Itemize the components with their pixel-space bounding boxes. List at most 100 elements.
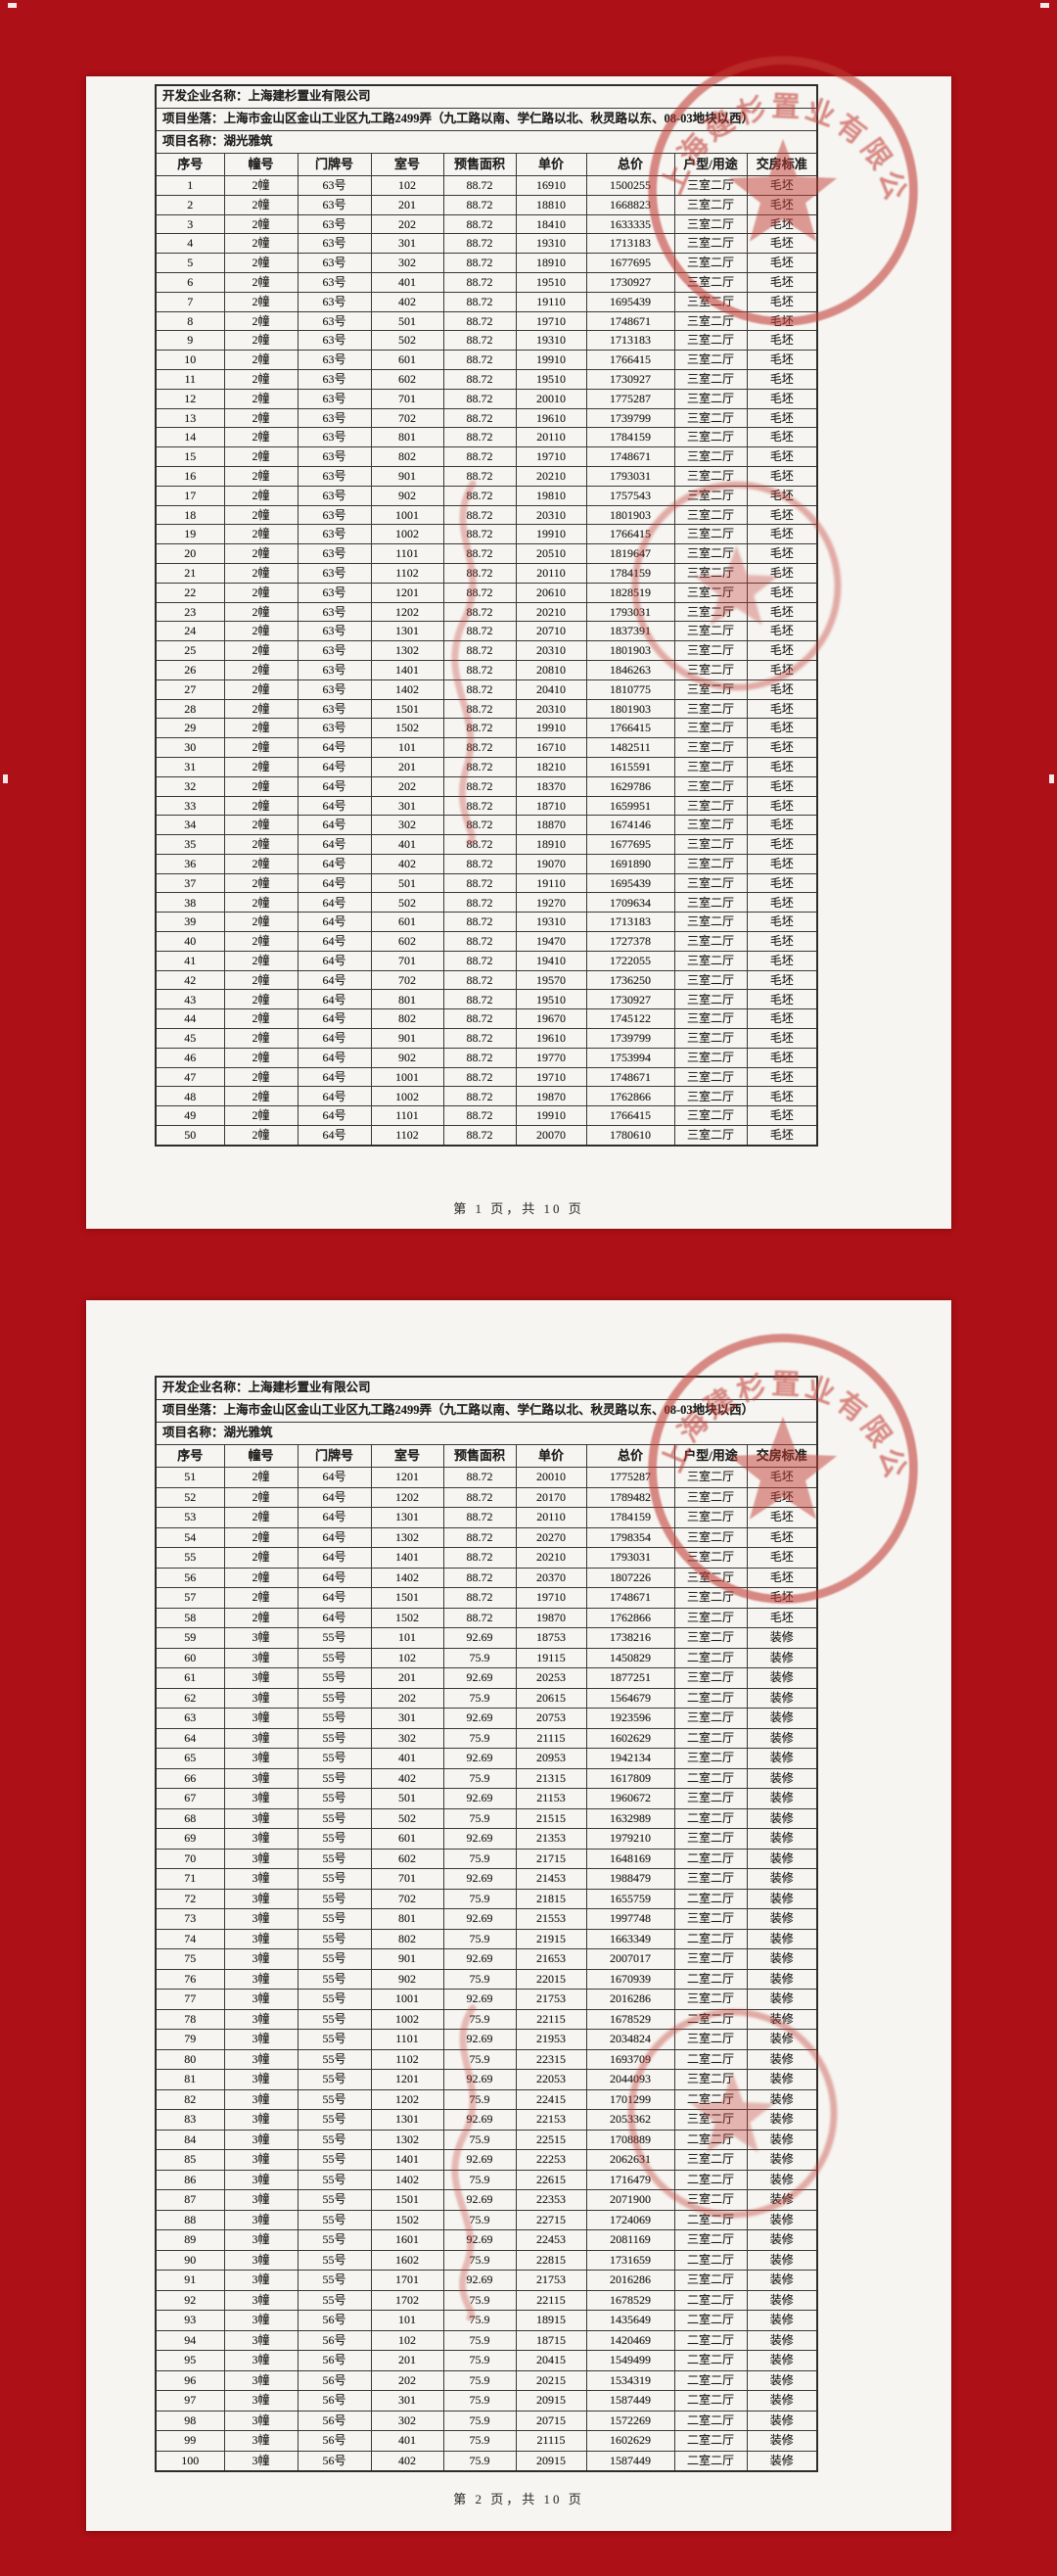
- cell-index: 62: [155, 1687, 225, 1709]
- cell-area: 75.9: [442, 2350, 517, 2371]
- cell-index: 42: [155, 969, 225, 991]
- cell-delivery-standard: 装修: [746, 1627, 818, 1649]
- cell-door-no: 64号: [297, 1105, 372, 1127]
- cell-unit-price: 21115: [515, 2430, 587, 2452]
- cell-door-no: 55号: [297, 1828, 372, 1850]
- col-header-delivery-standard: 交房标准: [746, 153, 818, 176]
- table-body: 1 2幢 63号 102 88.72 16910 1500255 三室二厅 毛坯 2 2幢 63号 20…: [155, 175, 818, 1147]
- cell-index: 76: [155, 1968, 225, 1990]
- cell-index: 80: [155, 2048, 225, 2070]
- cell-unit-type: 三室二厅: [673, 582, 748, 603]
- cell-total-price: 1997748: [585, 1908, 675, 1930]
- cell-room: 602: [370, 1848, 444, 1869]
- cell-building: 2幢: [223, 1607, 299, 1628]
- cell-unit-price: 19710: [515, 1587, 587, 1609]
- cell-door-no: 64号: [297, 1125, 372, 1147]
- cell-unit-type: 三室二厅: [673, 271, 748, 293]
- cell-room: 901: [370, 1028, 444, 1049]
- table-row: 19 2幢 63号 1002 88.72 19910 1766415 三室二厅 毛坯: [155, 524, 818, 545]
- cell-building: 2幢: [223, 872, 299, 894]
- col-header-area: 预售面积: [442, 1444, 517, 1468]
- col-header-unit-price: 单价: [515, 1444, 587, 1468]
- cell-area: 88.72: [442, 1086, 517, 1107]
- cell-unit-price: 19910: [515, 718, 587, 739]
- cell-room: 302: [370, 253, 444, 273]
- cell-door-no: 63号: [297, 679, 372, 700]
- project-name-value: 湖光雅筑: [223, 134, 273, 149]
- col-header-room: 室号: [370, 1444, 444, 1468]
- cell-delivery-standard: 毛坯: [746, 1125, 818, 1147]
- cell-room: 1302: [370, 2129, 444, 2150]
- cell-unit-price: 21115: [515, 1727, 587, 1749]
- cell-unit-price: 19410: [515, 950, 587, 971]
- cell-delivery-standard: 装修: [746, 2249, 818, 2271]
- cell-delivery-standard: 毛坯: [746, 679, 818, 700]
- cell-area: 75.9: [442, 2329, 517, 2351]
- cell-unit-price: 22515: [515, 2129, 587, 2150]
- cell-area: 75.9: [442, 2088, 517, 2110]
- scan-artifact: [1049, 774, 1054, 783]
- cell-unit-price: 20170: [515, 1486, 587, 1508]
- cell-unit-type: 三室二厅: [673, 1667, 748, 1689]
- cell-delivery-standard: 毛坯: [746, 775, 818, 797]
- table-row: 73 3幢 55号 801 92.69 21553 1997748 三室二厅 装修: [155, 1908, 818, 1930]
- cell-area: 75.9: [442, 2390, 517, 2412]
- cell-building: 2幢: [223, 892, 299, 913]
- cell-delivery-standard: 毛坯: [746, 1028, 818, 1049]
- cell-area: 88.72: [442, 679, 517, 700]
- cell-unit-type: 二室二厅: [673, 2450, 748, 2472]
- table-row: 7 2幢 63号 402 88.72 19110 1695439 三室二厅 毛坯: [155, 291, 818, 312]
- cell-total-price: 1659951: [585, 795, 675, 817]
- table-row: 40 2幢 64号 602 88.72 19470 1727378 三室二厅 毛坯: [155, 931, 818, 952]
- cell-building: 2幢: [223, 775, 299, 797]
- cell-delivery-standard: 毛坯: [746, 1567, 818, 1588]
- cell-unit-type: 三室二厅: [673, 253, 748, 273]
- cell-building: 3幢: [223, 2350, 299, 2371]
- cell-delivery-standard: 装修: [746, 1687, 818, 1709]
- cell-area: 88.72: [442, 504, 517, 526]
- cell-area: 92.69: [442, 2029, 517, 2050]
- developer-name: 开发企业名称：上海建杉置业有限公司: [155, 84, 818, 109]
- cell-room: 801: [370, 1908, 444, 1930]
- cell-unit-type: 三室二厅: [673, 2109, 748, 2131]
- cell-total-price: 1730927: [585, 368, 675, 390]
- cell-unit-type: 三室二厅: [673, 698, 748, 720]
- cell-delivery-standard: 装修: [746, 2289, 818, 2311]
- cell-index: 98: [155, 2410, 225, 2431]
- cell-building: 2幢: [223, 621, 299, 642]
- cell-total-price: 1748671: [585, 446, 675, 467]
- table-row: 93 3幢 56号 101 75.9 18915 1435649 二室二厅 装修: [155, 2310, 818, 2331]
- cell-total-price: 2044093: [585, 2069, 675, 2090]
- cell-room: 1501: [370, 1587, 444, 1609]
- cell-area: 88.72: [442, 1047, 517, 1068]
- cell-index: 39: [155, 912, 225, 933]
- cell-index: 89: [155, 2229, 225, 2251]
- cell-building: 3幢: [223, 1928, 299, 1949]
- cell-unit-price: 22353: [515, 2189, 587, 2211]
- cell-unit-price: 20953: [515, 1748, 587, 1769]
- cell-building: 2幢: [223, 310, 299, 332]
- cell-total-price: 1602629: [585, 2430, 675, 2452]
- cell-room: 302: [370, 1727, 444, 1749]
- cell-building: 3幢: [223, 1807, 299, 1829]
- cell-unit-type: 三室二厅: [673, 233, 748, 255]
- cell-building: 3幢: [223, 1848, 299, 1869]
- cell-delivery-standard: 毛坯: [746, 601, 818, 623]
- cell-index: 79: [155, 2029, 225, 2050]
- cell-area: 88.72: [442, 718, 517, 739]
- table-row: 80 3幢 55号 1102 75.9 22315 1693709 二室二厅 装修: [155, 2048, 818, 2070]
- cell-room: 1002: [370, 1086, 444, 1107]
- cell-area: 88.72: [442, 1486, 517, 1508]
- cell-index: 45: [155, 1028, 225, 1049]
- cell-area: 88.72: [442, 310, 517, 332]
- cell-door-no: 55号: [297, 1807, 372, 1829]
- cell-building: 2幢: [223, 1008, 299, 1030]
- cell-area: 88.72: [442, 1066, 517, 1088]
- cell-unit-price: 19310: [515, 330, 587, 351]
- cell-room: 902: [370, 1968, 444, 1990]
- cell-delivery-standard: 装修: [746, 2410, 818, 2431]
- cell-area: 88.72: [442, 485, 517, 506]
- table-row: 28 2幢 63号 1501 88.72 20310 1801903 三室二厅 毛坯: [155, 698, 818, 720]
- cell-total-price: 1731659: [585, 2249, 675, 2271]
